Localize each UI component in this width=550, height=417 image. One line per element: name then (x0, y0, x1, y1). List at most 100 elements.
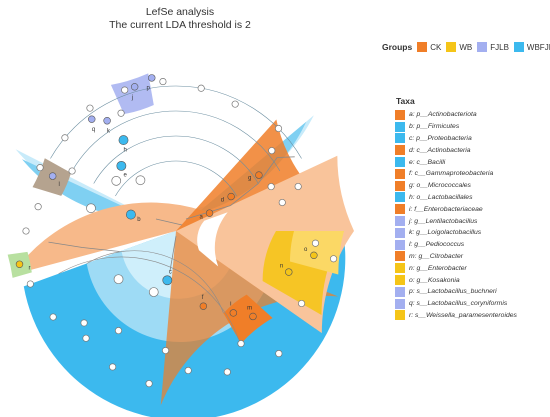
tree-leaf-node (26, 280, 34, 288)
taxon-name: j: g__Lentilactobacillus (409, 217, 478, 225)
tree-leaf-node (68, 167, 76, 175)
biomarker-letter: i (230, 302, 231, 308)
tree-leaf-node (274, 124, 283, 133)
biomarker-letter: r (28, 266, 30, 272)
biomarker-node (310, 251, 318, 260)
biomarker-letter: a (199, 215, 203, 221)
taxa-legend-item: n: g__Enterobacter (395, 262, 517, 274)
group-swatch (446, 42, 457, 52)
biomarker-letter: j (131, 95, 133, 101)
taxon-swatch (395, 263, 405, 274)
taxon-name: g: o__Micrococcales (409, 182, 471, 190)
biomarker-letter: g (248, 176, 251, 182)
taxa-legend-item: j: g__Lentilactobacillus (395, 215, 517, 227)
biomarker-letter: k (107, 129, 111, 135)
biomarker-node (285, 268, 293, 276)
biomarker-node (116, 160, 127, 171)
taxa-legend-item: q: s__Lactobacillus_coryniformis (395, 298, 517, 310)
biomarker-letter: b (137, 217, 141, 223)
taxa-legend-item: k: g__Loigolactobacillus (395, 227, 517, 239)
biomarker-letter: d (221, 198, 224, 204)
taxon-swatch (395, 168, 405, 179)
tree-leaf-node (159, 78, 167, 86)
gammaproteobacteria-clade-shade (160, 231, 339, 406)
biomarker-letter: f (202, 295, 204, 301)
biomarker-letter: h (123, 148, 126, 154)
taxon-name: p: s__Lactobacillus_buchneri (409, 288, 497, 296)
taxon-name: r: s__Weissella_paramesenteroides (409, 311, 517, 319)
tree-leaf-node (237, 340, 245, 348)
tree-branch (82, 247, 120, 252)
tree-leaf-node (311, 239, 320, 247)
taxa-legend: Taxa a: p__Actinobacteriota b: p__Firmicu… (395, 96, 517, 321)
taxa-legend-item: b: p__Firmicutes (395, 121, 517, 133)
taxon-swatch (395, 180, 405, 191)
tree-leaf-node (330, 255, 338, 263)
group-swatch (513, 42, 524, 52)
tree-leaf-node (275, 350, 283, 358)
taxon-name: b: p__Firmicutes (409, 123, 460, 131)
biomarker-node (88, 115, 96, 123)
taxon-name: f: c__Gammaproteobacteria (409, 170, 494, 178)
taxa-legend-item: m: g__Citrobacter (395, 251, 517, 263)
biomarker-letter: m (247, 305, 252, 311)
group-legend-item: CK (417, 42, 441, 52)
tree-leaf-node (298, 299, 306, 308)
group-legend-item: WB (446, 42, 472, 52)
biomarker-node (118, 135, 129, 145)
tree-leaf-node (109, 363, 117, 371)
taxon-swatch (395, 251, 405, 262)
biomarker-node (15, 260, 24, 268)
tree-inner-node (111, 176, 122, 186)
taxon-name: c: p__Proteobacteria (409, 134, 472, 142)
taxa-legend-item: l: g__Pediococcus (395, 239, 517, 251)
tree-leaf-node (49, 313, 57, 321)
tree-inner-node (135, 175, 146, 186)
lentilactobacillus-clade-shade (110, 73, 154, 115)
taxa-legend-item: o: g__Kosakonia (395, 274, 517, 286)
groups-legend-label: Groups (382, 42, 413, 52)
tree-arc (71, 110, 281, 172)
biomarker-node (249, 312, 257, 321)
biomarker-letter: e (123, 173, 127, 179)
tree-arc (93, 135, 259, 184)
kosakonia-clade-shade (289, 231, 344, 275)
taxa-legend-item: h: o__Lactobacillales (395, 192, 517, 204)
chart-subtitle: The current LDA threshold is 2 (109, 19, 251, 31)
taxa-legend-label: Taxa (396, 96, 415, 106)
tree-branch (277, 156, 295, 158)
tree-leaf-node (278, 198, 286, 207)
biomarker-letter: p (146, 86, 150, 92)
tree-leaf-node (22, 227, 30, 235)
tree-arc (50, 85, 302, 159)
taxon-swatch (395, 239, 405, 250)
taxon-swatch (395, 109, 405, 120)
taxon-swatch (395, 192, 405, 203)
tree-inner-node (113, 274, 124, 285)
taxon-name: o: g__Kosakonia (409, 276, 460, 284)
tree-branch (230, 183, 259, 206)
group-name: FJLB (490, 42, 509, 52)
inner-gap (197, 212, 228, 267)
taxon-swatch (395, 298, 405, 309)
biomarker-node (103, 117, 111, 125)
tree-branch (48, 241, 83, 248)
biomarker-node (255, 171, 263, 179)
taxa-legend-item: f: c__Gammaproteobacteria (395, 168, 517, 180)
groups-legend: Groups CKWBFJLBWBFJLB (382, 42, 550, 52)
taxon-name: e: c__Bacilli (409, 158, 446, 166)
taxa-legend-item: d: c__Actinobacteria (395, 144, 517, 156)
taxon-swatch (395, 121, 405, 132)
biomarker-letter: n (280, 263, 283, 269)
taxa-legend-item: e: c__Bacilli (395, 156, 517, 168)
tree-inner-node (148, 287, 159, 297)
biomarker-letter: l (59, 182, 60, 188)
biomarker-node (227, 192, 235, 201)
cladogram: a b c d e f g h i j k l m n o p q r (7, 73, 354, 417)
citrobacter-clade-shade (223, 294, 273, 344)
tree-branch (169, 235, 177, 272)
tree-arc (115, 160, 237, 197)
taxon-swatch (395, 275, 405, 286)
tree-leaf-node (231, 100, 239, 108)
